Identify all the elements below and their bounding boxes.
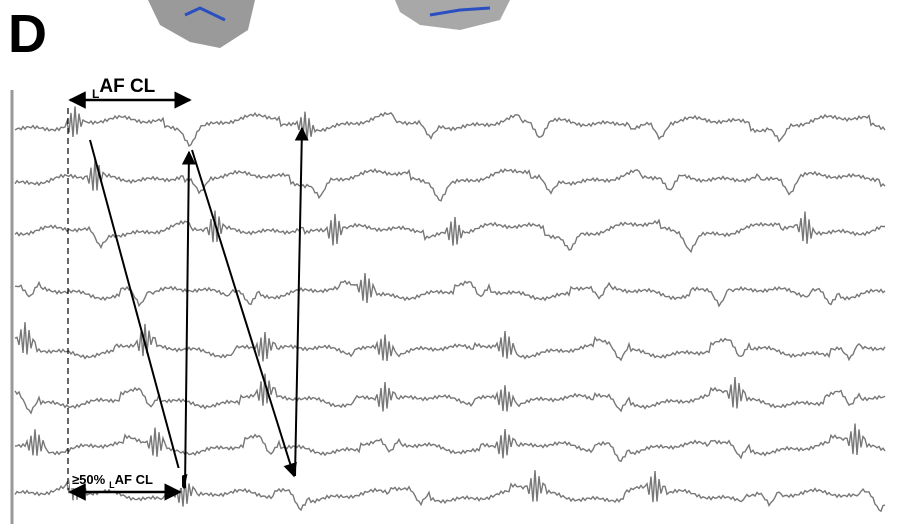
activation-arrow — [181, 150, 196, 489]
cycle-length-label: LAF CL — [92, 76, 156, 101]
egm-trace — [14, 106, 886, 148]
activation-arrow — [191, 149, 297, 478]
map-image — [148, 0, 255, 48]
label-background — [70, 468, 182, 488]
egm-trace — [14, 159, 886, 202]
activation-arrow — [89, 139, 188, 490]
traces — [14, 106, 886, 513]
map-image — [395, 0, 510, 30]
egm-trace — [14, 373, 886, 415]
activation-arrow — [294, 126, 309, 477]
panel-label: D — [8, 4, 47, 64]
map-vector — [184, 6, 226, 22]
map-vector — [429, 6, 491, 17]
egm-trace — [14, 272, 886, 308]
egm-trace — [14, 423, 886, 463]
egm-trace — [14, 322, 886, 362]
egm-trace — [14, 210, 885, 254]
